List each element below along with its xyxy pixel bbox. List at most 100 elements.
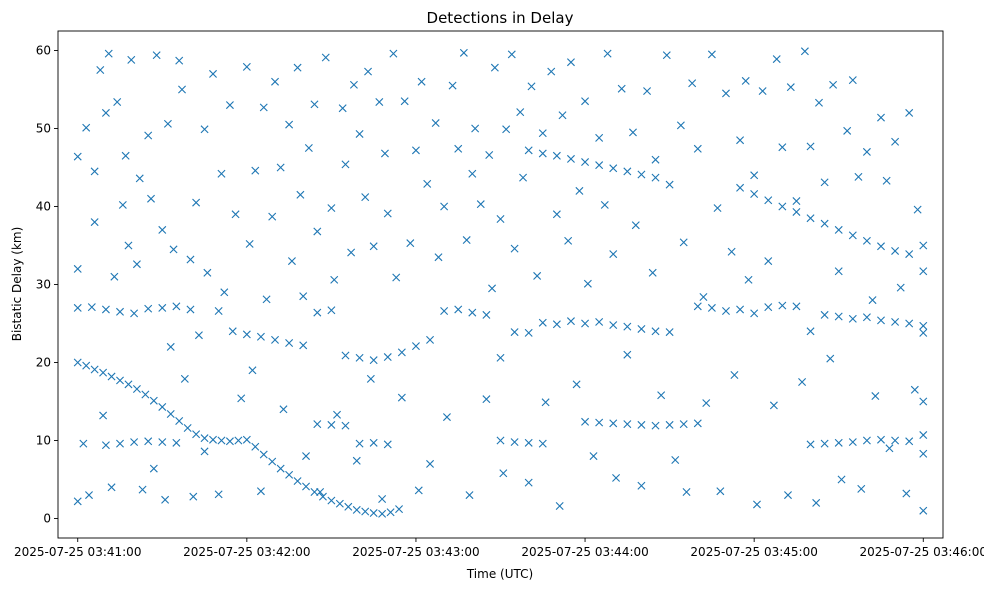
data-point [141, 390, 150, 399]
data-point [327, 420, 336, 429]
data-point [259, 103, 268, 112]
data-point [651, 327, 660, 336]
data-point [736, 183, 745, 192]
data-point [783, 491, 792, 500]
data-point [87, 303, 96, 312]
data-point [877, 435, 885, 444]
data-point [293, 477, 302, 486]
data-point [302, 452, 311, 461]
data-point [798, 378, 807, 386]
scatter-points [73, 47, 928, 518]
data-point [152, 51, 161, 60]
data-point [581, 417, 590, 426]
data-point [341, 351, 350, 360]
data-point [919, 241, 928, 250]
data-point [73, 152, 82, 161]
data-point [209, 69, 218, 78]
data-point [231, 210, 240, 219]
data-point [378, 509, 387, 518]
data-point [228, 327, 237, 336]
data-point [744, 275, 753, 284]
data-point [316, 487, 325, 496]
data-point [344, 502, 353, 511]
data-point [440, 202, 449, 211]
data-point [271, 77, 280, 86]
data-point [490, 63, 499, 72]
data-point [877, 316, 885, 325]
data-point [609, 250, 618, 259]
data-point [138, 485, 147, 494]
data-point [581, 97, 590, 106]
data-point [299, 292, 308, 301]
data-point [124, 241, 133, 250]
data-point [843, 126, 852, 135]
data-point [411, 342, 420, 351]
y-axis: 0 10 20 30 40 50 60 [36, 44, 58, 526]
data-point [595, 133, 604, 142]
data-point [369, 509, 378, 518]
data-point [172, 302, 181, 311]
data-point [335, 499, 344, 508]
data-point [552, 151, 561, 160]
y-tick-label: 50 [36, 122, 51, 136]
data-point [913, 205, 922, 214]
data-point [820, 310, 829, 319]
data-point [871, 392, 880, 401]
y-tick-label: 60 [36, 44, 51, 58]
data-point [209, 435, 218, 444]
data-point [919, 321, 928, 330]
data-point [90, 365, 99, 374]
data-point [73, 303, 82, 312]
data-point [144, 131, 153, 140]
data-point [764, 196, 773, 205]
data-point [397, 393, 406, 402]
data-point [800, 47, 809, 56]
data-point [558, 111, 567, 120]
data-point [375, 97, 384, 106]
data-point [121, 151, 130, 160]
data-point [256, 332, 265, 341]
data-point [313, 227, 322, 236]
data-point [169, 245, 178, 254]
data-point [679, 420, 688, 429]
data-point [764, 257, 773, 266]
data-point [750, 171, 759, 180]
data-point [651, 421, 660, 430]
data-point [699, 292, 708, 301]
data-point [882, 176, 891, 185]
data-point [637, 481, 646, 490]
data-point [383, 353, 392, 362]
data-point [857, 484, 866, 493]
y-tick-label: 10 [36, 434, 51, 448]
data-point [524, 478, 533, 487]
data-point [572, 380, 581, 389]
data-point [132, 385, 141, 394]
data-point [256, 487, 265, 496]
data-point [609, 164, 618, 173]
data-point [101, 108, 110, 117]
data-point [287, 257, 296, 266]
data-point [101, 441, 110, 450]
x-tick-label: 2025-07-25 03:43:00 [352, 545, 479, 559]
data-point [327, 204, 336, 213]
data-point [750, 190, 759, 199]
data-point [905, 437, 914, 446]
data-point [369, 242, 378, 251]
y-tick-label: 20 [36, 356, 51, 370]
data-point [338, 104, 347, 113]
data-point [575, 186, 584, 195]
data-point [905, 250, 914, 259]
data-point [462, 236, 471, 245]
data-point [79, 439, 88, 448]
data-point [132, 260, 141, 269]
data-point [637, 420, 646, 429]
data-point [905, 108, 914, 117]
data-point [442, 413, 451, 422]
data-point [792, 302, 801, 311]
data-point [262, 295, 271, 304]
data-point [826, 354, 835, 363]
data-point [848, 231, 857, 240]
data-point [541, 398, 550, 407]
data-point [595, 317, 604, 326]
